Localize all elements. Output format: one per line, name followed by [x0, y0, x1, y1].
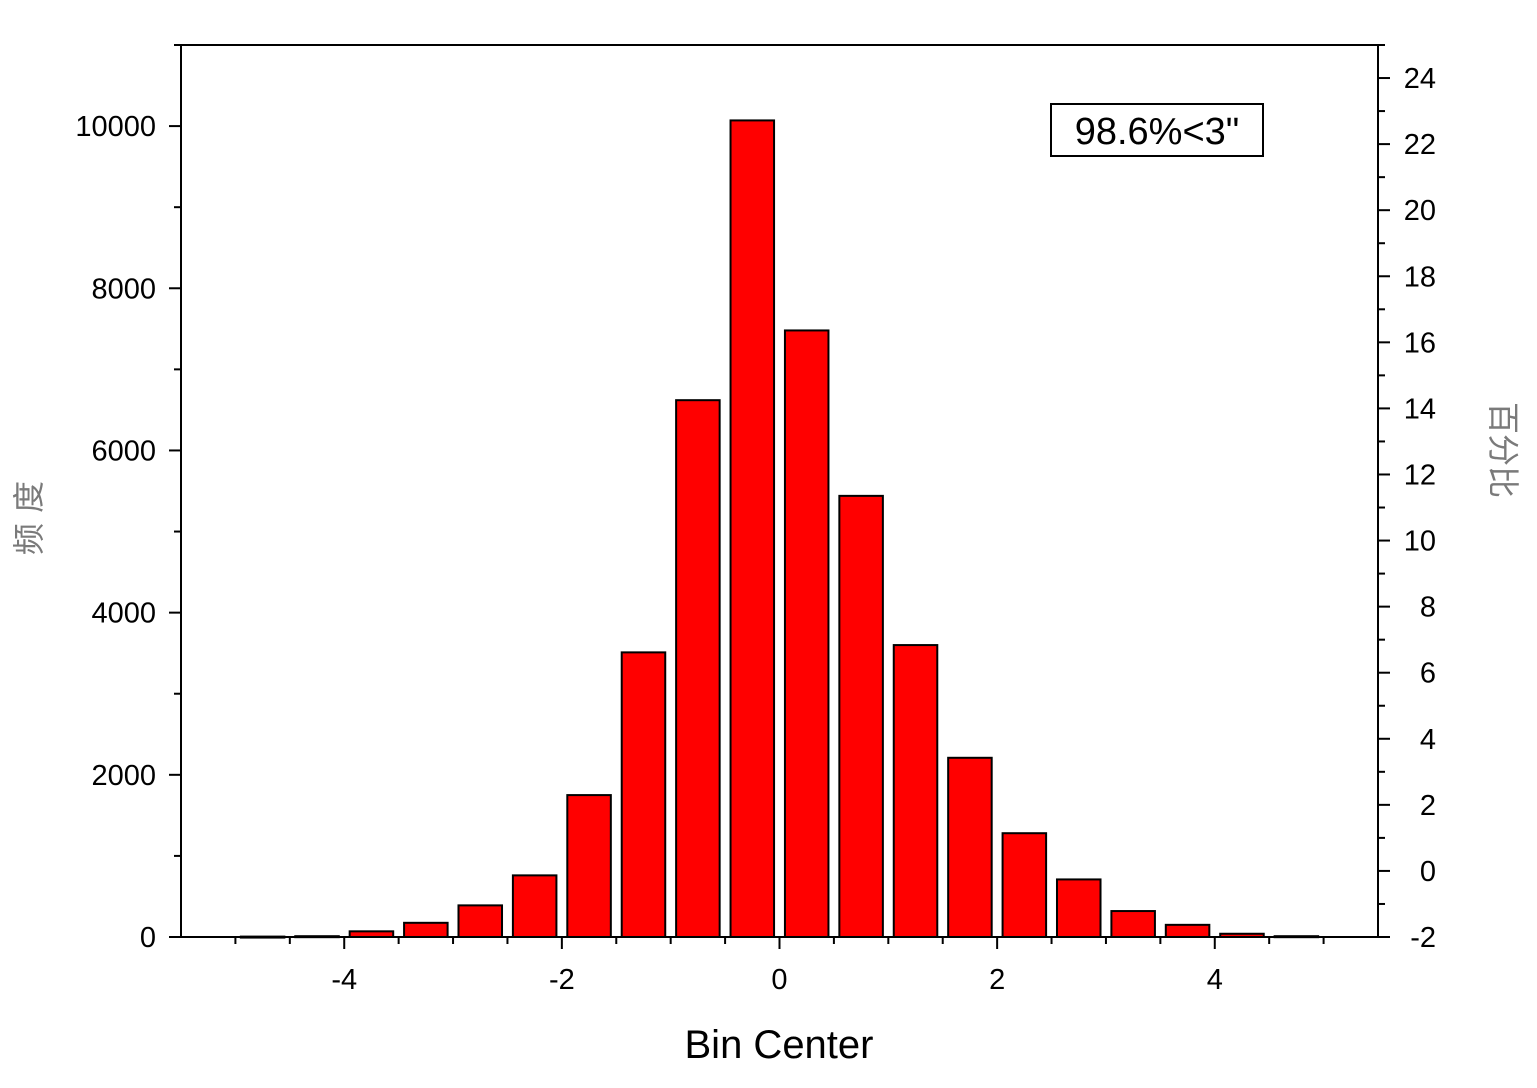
bar: [1164, 923, 1211, 939]
y2-tick-label: 20: [1404, 195, 1436, 227]
y2-tick-label: 14: [1404, 393, 1436, 425]
y-axis-ticks: 0 2000 4000 6000 8000 10000: [75, 44, 181, 954]
y-tick-label: 6000: [91, 435, 156, 467]
x-axis-title: Bin Center: [685, 1023, 874, 1067]
bar: [675, 399, 721, 939]
bar: [838, 494, 884, 938]
y-tick-label: 8000: [91, 273, 156, 305]
bar: [511, 874, 558, 938]
y2-tick-label: 22: [1404, 129, 1436, 161]
bar: [620, 651, 667, 938]
y2-tick-label: 0: [1420, 856, 1436, 888]
x-tick-label: 2: [989, 964, 1005, 996]
bar: [566, 794, 612, 938]
y2-axis-title: 百分比: [1484, 402, 1522, 498]
bar: [403, 921, 449, 938]
annotation-box: [1050, 103, 1264, 157]
bar: [1055, 878, 1102, 939]
bar: [729, 119, 776, 938]
y2-tick-label: 16: [1404, 327, 1436, 359]
annotation-text: 98.6%<3": [1075, 111, 1240, 153]
y2-tick-label: 24: [1404, 63, 1436, 95]
y-axis-title: 频 度: [10, 481, 48, 555]
y2-tick-label: 4: [1420, 724, 1436, 756]
bar: [892, 644, 939, 939]
x-tick-label: -2: [549, 964, 575, 996]
plot-frame: [180, 44, 1379, 938]
x-axis-ticks: -4 -2 0 2 4: [234, 937, 1325, 996]
y2-tick-label: -2: [1410, 922, 1436, 954]
y2-tick-label: 12: [1404, 459, 1436, 491]
bar: [1110, 910, 1156, 938]
y2-tick-label: 6: [1420, 658, 1436, 690]
bars-group: [239, 119, 1320, 939]
bar: [457, 904, 504, 939]
y2-tick-label: 8: [1420, 592, 1436, 624]
x-tick-label: -4: [331, 964, 357, 996]
y2-tick-label: 18: [1404, 261, 1436, 293]
y2-tick-label: 10: [1404, 526, 1436, 558]
y2-tick-label: 2: [1420, 790, 1436, 822]
x-tick-label: 0: [771, 964, 787, 996]
bar: [783, 329, 830, 938]
y-tick-label: 0: [140, 922, 156, 954]
y-tick-label: 10000: [75, 111, 156, 143]
bar: [947, 756, 993, 938]
y-tick-label: 4000: [91, 598, 156, 630]
y-tick-label: 2000: [91, 760, 156, 792]
bar: [1001, 832, 1048, 938]
x-tick-label: 4: [1207, 964, 1223, 996]
